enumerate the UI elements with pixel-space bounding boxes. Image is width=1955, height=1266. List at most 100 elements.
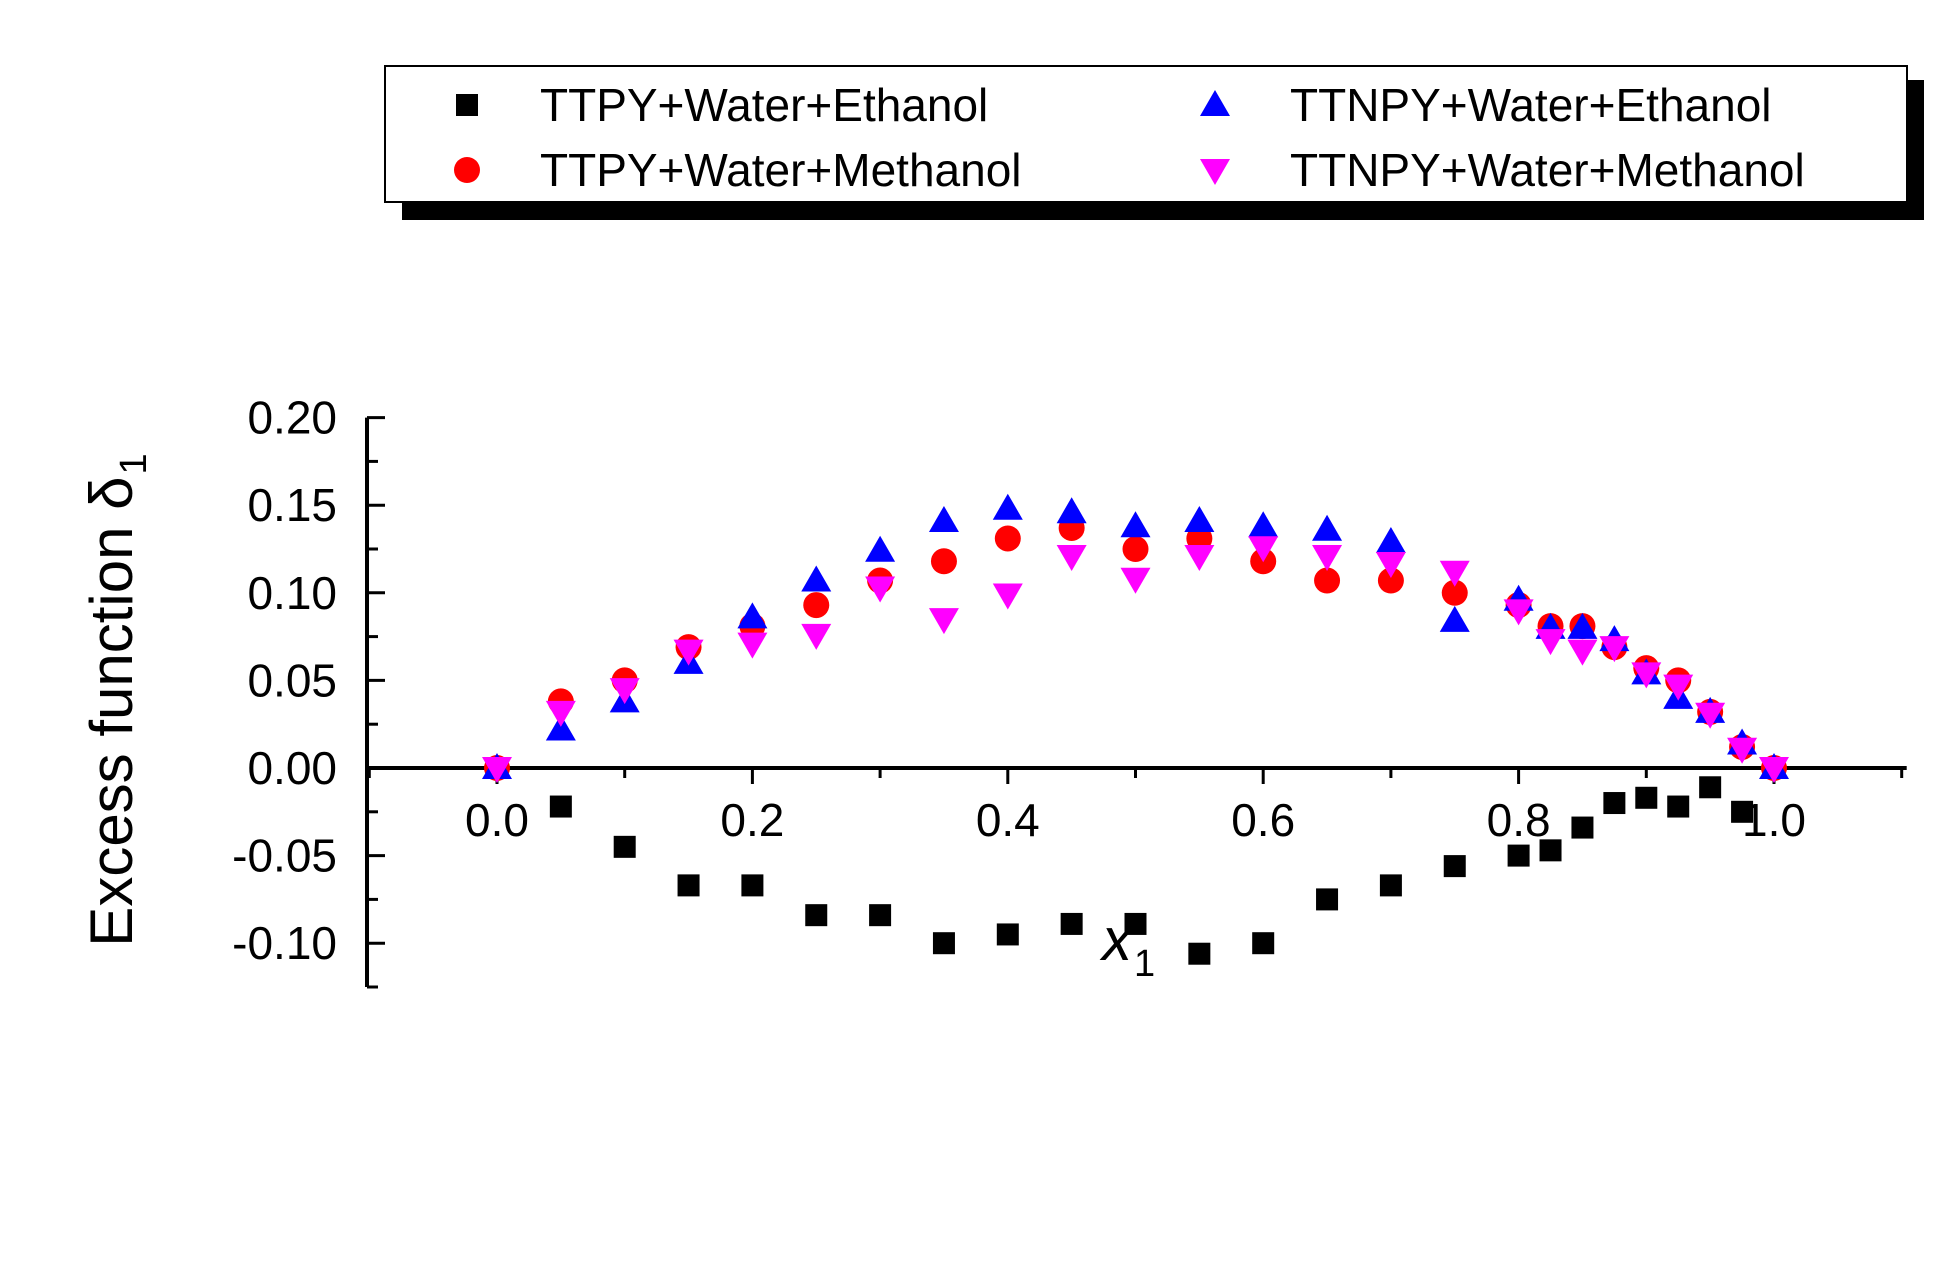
y-tick-label: 0.05 [247, 654, 337, 706]
data-point [1635, 786, 1658, 809]
data-point [1535, 629, 1566, 656]
data-point [1441, 579, 1468, 606]
legend-box [384, 65, 1908, 203]
legend-marker-ttnpy-water-methanol [1200, 159, 1230, 185]
data-point [1120, 511, 1151, 538]
data-point [1507, 844, 1530, 867]
legend-marker-ttpy-water-methanol [454, 157, 480, 183]
data-point [994, 525, 1021, 552]
data-point [932, 932, 955, 955]
data-point [737, 602, 768, 629]
data-points [482, 493, 1789, 965]
legend-marker-ttpy-water-ethanol [456, 94, 478, 116]
data-point [1377, 567, 1404, 594]
y-axis-title-subscript: 1 [113, 453, 155, 474]
data-point [1184, 545, 1215, 572]
x-axis-title-subscript: 1 [1134, 943, 1155, 985]
data-point [1443, 855, 1466, 878]
y-tick-label: 0.15 [247, 479, 337, 531]
data-point [1248, 511, 1279, 538]
data-point [930, 548, 957, 575]
data-point [1439, 560, 1470, 587]
legend: TTPY+Water+Ethanol TTPY+Water+Methanol T… [384, 65, 1924, 220]
data-point [1667, 795, 1690, 818]
data-point [1503, 599, 1534, 626]
data-point [1731, 800, 1754, 823]
y-tick-label: 0.00 [247, 742, 337, 794]
data-point [996, 923, 1019, 946]
data-point [545, 714, 576, 741]
data-point [1124, 912, 1147, 935]
legend-markers [454, 90, 1230, 185]
data-point [1727, 737, 1758, 764]
series-ttpy-water-ethanol [486, 757, 1785, 965]
data-point [1375, 552, 1406, 579]
data-point [1699, 776, 1722, 799]
y-axis-title-text: Excess function δ [78, 476, 145, 946]
data-point [1571, 816, 1594, 839]
data-point [865, 535, 896, 562]
data-point [1188, 942, 1211, 965]
data-point [928, 608, 959, 635]
axes: -0.10 -0.05 0.00 0.05 0.10 0.15 0.20 0.0 0.2 0.4 0… [232, 392, 1907, 989]
data-point [545, 700, 576, 727]
data-point [1603, 792, 1626, 815]
legend-label-ttnpy-water-ethanol: TTNPY+Water+Ethanol [1290, 79, 1772, 131]
data-point [613, 835, 636, 858]
y-tick-label: 0.10 [247, 567, 337, 619]
data-point [1312, 514, 1343, 541]
x-tick-label: 0.6 [1231, 794, 1295, 846]
data-point [1056, 497, 1087, 524]
x-tick-label: 0.2 [720, 794, 784, 846]
data-point [1184, 505, 1215, 532]
data-point [737, 632, 768, 659]
data-point [1379, 874, 1402, 897]
data-point [1567, 639, 1598, 666]
y-tick-label: -0.05 [232, 830, 337, 882]
data-point [741, 874, 764, 897]
legend-label-ttpy-water-ethanol: TTPY+Water+Ethanol [540, 79, 988, 131]
data-point [1186, 525, 1213, 552]
data-point [1599, 636, 1630, 663]
data-point [1539, 839, 1562, 862]
data-point [869, 904, 892, 927]
data-point [801, 623, 832, 650]
data-point [1316, 888, 1339, 911]
data-point [1567, 612, 1598, 639]
data-point [992, 493, 1023, 520]
y-tick-label: -0.10 [232, 917, 337, 969]
series-ttnpy-water-methanol [482, 536, 1789, 783]
data-point [805, 904, 828, 927]
data-point [1759, 757, 1789, 783]
x-tick-label: 0.8 [1487, 794, 1551, 846]
legend-marker-ttnpy-water-ethanol [1200, 90, 1230, 116]
data-point [609, 678, 640, 705]
data-point [1122, 536, 1149, 562]
x-axis-title: x1 [1099, 906, 1155, 985]
data-point [1312, 545, 1343, 572]
data-point [673, 639, 704, 666]
data-point [801, 565, 832, 592]
data-point [1056, 545, 1087, 572]
data-point [549, 795, 572, 818]
data-point [865, 576, 896, 603]
data-point [1695, 702, 1726, 729]
x-axis-title-text: x [1099, 906, 1134, 973]
data-point [482, 757, 512, 783]
data-point [1663, 674, 1694, 701]
y-axis-title: Excess function δ1 [78, 453, 155, 946]
y-tick-label: 0.20 [247, 392, 337, 444]
data-point [1314, 567, 1341, 594]
data-point [1248, 536, 1279, 563]
data-point [1439, 605, 1470, 632]
data-point [1631, 662, 1662, 689]
data-point [992, 583, 1023, 610]
data-point [803, 592, 830, 619]
data-point [1375, 526, 1406, 553]
x-tick-label: 0.4 [976, 794, 1040, 846]
data-point [928, 505, 959, 532]
data-point [1060, 912, 1083, 935]
legend-label-ttpy-water-methanol: TTPY+Water+Methanol [540, 144, 1022, 196]
x-tick-label: 0.0 [465, 794, 529, 846]
